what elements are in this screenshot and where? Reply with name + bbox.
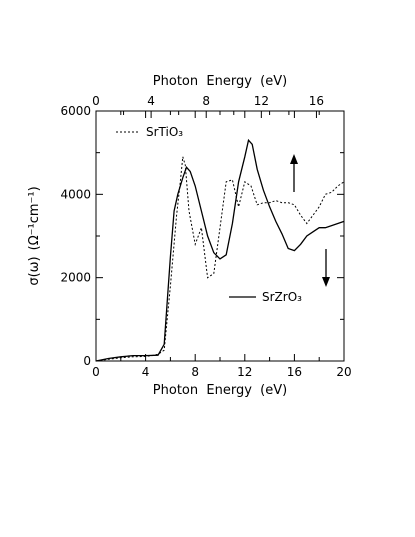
y-axis-label: σ(ω) (Ω⁻¹cm⁻¹) bbox=[27, 186, 42, 285]
x2-tick-label: 4 bbox=[147, 94, 155, 108]
x-tick-label: 20 bbox=[336, 365, 351, 379]
top-axis-label: Photon Energy (eV) bbox=[153, 74, 287, 89]
series-line-srzro3 bbox=[95, 138, 345, 362]
tick-labels: 0 4 8 12 16 20 0 4 8 12 16 0 2000 4000 6000 bbox=[60, 94, 351, 379]
arrow-down-srzro3 bbox=[322, 249, 330, 287]
x-tick-label: 12 bbox=[237, 365, 252, 379]
tick-marks bbox=[95, 110, 345, 362]
y-axis-label-units: (Ω⁻¹cm⁻¹) bbox=[27, 186, 42, 250]
x-tick-label: 8 bbox=[191, 365, 199, 379]
x-axis-label: Photon Energy (eV) bbox=[153, 383, 287, 398]
x-tick-label: 4 bbox=[142, 365, 150, 379]
legend-srtio3: SrTiO₃ bbox=[116, 125, 183, 139]
y-tick-label: 2000 bbox=[60, 271, 91, 285]
arrow-up-srtio3 bbox=[290, 154, 298, 192]
legend-label-srzro3: SrZrO₃ bbox=[262, 290, 302, 304]
y-tick-label: 0 bbox=[83, 354, 91, 368]
series-line-srtio3 bbox=[95, 156, 345, 362]
legend-label-srtio3: SrTiO₃ bbox=[146, 125, 183, 139]
y-axis-label-group: σ(ω) (Ω⁻¹cm⁻¹) bbox=[27, 186, 42, 285]
y-axis-label-symbol: σ(ω) bbox=[27, 256, 42, 285]
legend-srzro3: SrZrO₃ bbox=[229, 290, 302, 304]
y-tick-label: 6000 bbox=[60, 104, 91, 118]
y-tick-label: 4000 bbox=[60, 187, 91, 201]
x2-tick-label: 8 bbox=[202, 94, 210, 108]
x-tick-label: 16 bbox=[287, 365, 302, 379]
x-tick-label: 0 bbox=[92, 365, 100, 379]
x2-tick-label: 16 bbox=[309, 94, 324, 108]
x2-tick-label: 0 bbox=[92, 94, 100, 108]
x2-tick-label: 12 bbox=[254, 94, 269, 108]
